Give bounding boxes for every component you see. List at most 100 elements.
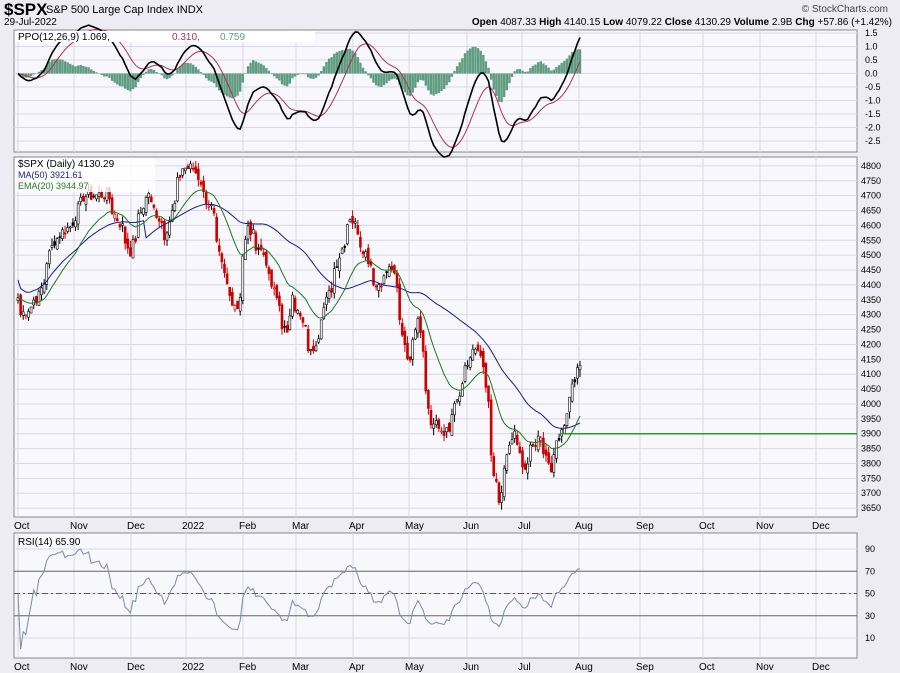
candle-body (555, 440, 558, 459)
ppo-histogram-bar (510, 73, 514, 78)
candle-body (95, 194, 98, 200)
ppo-histogram-bar (108, 73, 111, 78)
candle-body (437, 419, 441, 429)
candle-body (450, 414, 454, 437)
y-tick-label: 3700 (861, 488, 881, 498)
ppo-histogram-bar (487, 67, 490, 74)
ppo-histogram-bar (335, 52, 339, 74)
ppo-histogram-bar (69, 63, 72, 74)
candle-body (408, 356, 412, 361)
candle-body (165, 232, 169, 241)
ppo-histogram-bar (191, 64, 195, 74)
candle-body (497, 482, 501, 503)
ppo-histogram-bar (181, 63, 184, 74)
ppo-histogram-bar (544, 65, 548, 74)
candle-body (116, 218, 119, 222)
candle-body (312, 346, 315, 352)
candle-body (508, 444, 511, 454)
price-legend-ma50: MA(50) 3921.61 (18, 170, 83, 180)
candle-body (217, 245, 221, 252)
ppo-histogram-bar (233, 73, 237, 98)
y-tick-label: 90 (865, 544, 875, 554)
ppo-histogram-bar (445, 73, 448, 86)
x-tick-label: May (405, 521, 424, 532)
x-tick-label: Jun (463, 521, 479, 532)
candle-body (37, 291, 41, 306)
candle-body (518, 446, 522, 454)
ppo-histogram-bar (19, 73, 22, 76)
ppo-histogram-bar (238, 73, 242, 92)
candle-body (61, 229, 64, 239)
candle-body (513, 430, 516, 439)
y-tick-label: 4700 (861, 191, 881, 201)
ppo-histogram-bar (338, 51, 341, 74)
candle-body (560, 429, 564, 437)
ppo-histogram-bar (95, 72, 98, 74)
chg-label: Chg (795, 17, 815, 28)
x-tick-label: Oct (14, 521, 30, 532)
ppo-histogram-bar (479, 50, 482, 74)
candle-body (50, 245, 54, 248)
y-tick-label: 70 (865, 566, 875, 576)
candle-body (207, 205, 211, 208)
ppo-histogram-bar (40, 70, 43, 74)
candle-body (492, 456, 496, 477)
ppo-histogram-bar (529, 68, 532, 74)
candle-body (521, 450, 524, 468)
ppo-histogram-bar (71, 65, 75, 74)
ppo-histogram-bar (89, 69, 93, 74)
ppo-histogram-bar (325, 61, 328, 74)
ppo-histogram-bar (58, 59, 62, 74)
candle-body (353, 221, 357, 224)
candle-body (398, 283, 401, 321)
ppo-histogram-bar (435, 73, 438, 95)
candle-body (79, 196, 83, 202)
x-tick-label: Nov (756, 662, 774, 673)
ppo-histogram-bar (165, 73, 169, 80)
ppo-histogram-bar (471, 46, 475, 74)
y-tick-label: 1.5 (865, 28, 878, 38)
candle-body (97, 192, 101, 197)
description: S&P 500 Large Cap Index INDX (46, 4, 203, 16)
candle-body (168, 220, 171, 236)
candle-body (170, 210, 174, 222)
ppo-histogram-bar (66, 62, 69, 74)
ppo-histogram-bar (466, 50, 469, 74)
ppo-histogram-bar (518, 68, 522, 74)
rsi-panel (13, 532, 858, 659)
candle-body (393, 265, 396, 274)
candle-body (129, 247, 132, 257)
ppo-histogram-bar (45, 65, 48, 74)
ppo-histogram-bar (259, 63, 263, 74)
y-tick-label: 4300 (861, 310, 881, 320)
candle-body (288, 315, 292, 331)
ppo-histogram-bar (171, 73, 174, 76)
candle-body (150, 196, 153, 203)
candle-body (238, 296, 242, 312)
ppo-histogram-bar (63, 61, 67, 74)
y-tick-label: 4550 (861, 235, 881, 245)
candle-body (121, 223, 124, 226)
candle-body (194, 166, 198, 174)
y-tick-label: 1.0 (865, 42, 878, 52)
candle-body (142, 208, 145, 215)
ppo-histogram-bar (194, 66, 197, 74)
ppo-histogram-bar (458, 62, 461, 74)
ppo-histogram-bar (304, 73, 307, 75)
y-tick-label: 0.0 (865, 69, 878, 79)
ppo-histogram-bar (121, 73, 124, 87)
ppo-histogram-bar (48, 61, 51, 74)
y-tick-label: 3650 (861, 503, 881, 513)
ppo-histogram-bar (322, 66, 326, 74)
candle-body (186, 165, 190, 170)
candle-body (236, 300, 239, 309)
ppo-histogram-bar (390, 73, 393, 80)
candle-body (48, 250, 51, 265)
x-tick-label: Feb (239, 662, 257, 673)
candle-body (71, 222, 75, 226)
ppo-histogram-bar (215, 73, 218, 88)
candle-body (275, 285, 279, 298)
ppo-histogram-bar (484, 61, 488, 74)
x-tick-label: Mar (292, 521, 310, 532)
candle-body (330, 287, 333, 293)
